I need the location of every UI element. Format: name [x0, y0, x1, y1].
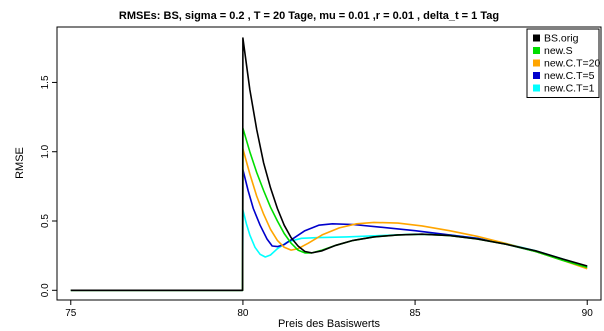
- legend-swatch: [533, 34, 540, 42]
- series-line-new.S: [70, 127, 588, 292]
- x-tick-label: 80: [237, 308, 249, 319]
- series-line-new.C.T=20: [70, 148, 588, 292]
- series-line-new.C.T=5: [70, 168, 588, 292]
- series-line-BS.orig: [70, 37, 588, 292]
- x-tick-label: 85: [410, 308, 422, 319]
- y-tick-label: 1.0: [40, 144, 51, 158]
- y-axis-label: RMSE: [14, 147, 26, 179]
- y-tick-label: 0.5: [40, 214, 51, 228]
- legend-label: new.C.T=20: [544, 58, 600, 70]
- y-axis: 0.0 0.5 1.0 1.5: [40, 75, 57, 297]
- legend-label: BS.orig: [544, 33, 579, 45]
- x-axis-label: Preis des Basiswerts: [278, 318, 381, 330]
- y-tick-label: 0.0: [40, 283, 51, 297]
- legend-swatch: [533, 72, 540, 79]
- x-tick-label: 90: [582, 308, 594, 319]
- x-tick-label: 75: [65, 308, 77, 319]
- legend-swatch: [533, 84, 540, 92]
- chart-title: RMSEs: BS, sigma = 0.2 , T = 20 Tage, mu…: [119, 10, 499, 22]
- plot-frame: [56, 26, 602, 301]
- legend-swatch: [533, 59, 540, 67]
- series-lines: [70, 37, 588, 292]
- legend-swatch: [533, 47, 540, 54]
- y-tick-label: 1.5: [40, 75, 51, 89]
- series-line-new.C.T=1: [70, 209, 588, 292]
- x-axis: 75 80 85 90: [65, 300, 593, 319]
- legend-label: new.S: [544, 45, 573, 57]
- legend-label: new.C.T=1: [544, 83, 595, 95]
- legend-label: new.C.T=5: [544, 70, 595, 82]
